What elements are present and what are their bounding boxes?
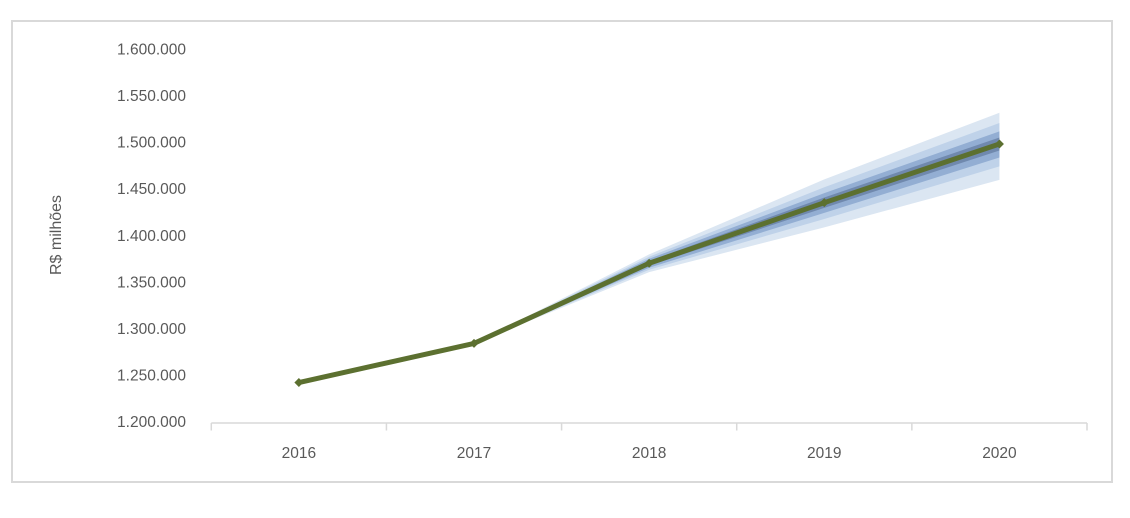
data-point-marker — [294, 378, 304, 388]
y-tick-label: 1.550.000 — [117, 88, 186, 105]
data-point-marker — [819, 198, 829, 208]
chart-frame — [11, 20, 1113, 483]
x-tick-label: 2017 — [457, 445, 491, 462]
data-point-marker — [644, 258, 654, 268]
y-tick-label: 1.500.000 — [117, 135, 186, 152]
y-tick-label: 1.450.000 — [117, 181, 186, 198]
x-tick-label: 2019 — [807, 445, 841, 462]
y-tick-label: 1.250.000 — [117, 368, 186, 385]
x-tick-label: 2020 — [982, 445, 1017, 462]
y-tick-label: 1.600.000 — [117, 41, 186, 58]
x-tick-label: 2018 — [632, 445, 666, 462]
data-point-marker — [469, 338, 479, 348]
x-tick-label: 2016 — [282, 445, 316, 462]
fan-band-mid-inner — [474, 131, 1000, 344]
y-tick-label: 1.300.000 — [117, 321, 186, 338]
y-tick-label: 1.400.000 — [117, 228, 186, 245]
y-tick-label: 1.350.000 — [117, 274, 186, 291]
data-point-marker — [994, 139, 1004, 149]
y-tick-label: 1.200.000 — [117, 414, 186, 431]
